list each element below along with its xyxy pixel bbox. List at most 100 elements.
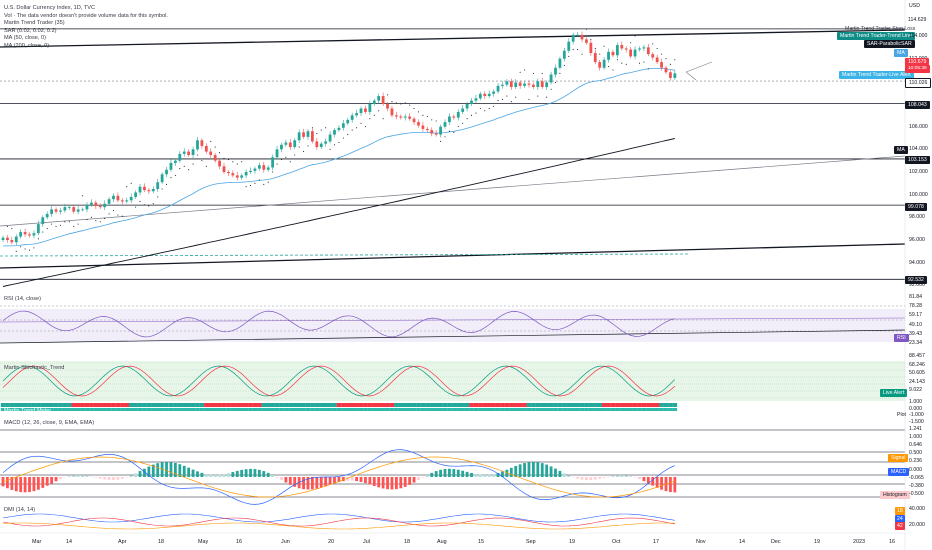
candle-body (324, 141, 328, 144)
macd-histogram-bar (257, 469, 261, 477)
sar-dot (422, 114, 424, 116)
time-tick: 14 (739, 539, 745, 545)
candle-body (602, 59, 606, 68)
sar-dot (652, 43, 654, 45)
trend-meter-cell (0, 408, 6, 411)
trend-meter-cell (425, 408, 430, 411)
trend-meter-cell (632, 403, 638, 407)
macd-histogram-bar (651, 477, 655, 486)
candle-body (249, 170, 252, 172)
price-tick: 100.000 (909, 191, 928, 198)
sar-dot (479, 107, 481, 110)
macd-histogram-bar (107, 477, 111, 480)
sar-dot (603, 45, 605, 47)
sar-dot (289, 161, 291, 163)
candle-body (359, 108, 363, 114)
live-alert-tag: Live Alert (880, 389, 908, 397)
macd-histogram-bar (598, 477, 602, 479)
macd-histogram-bar (655, 477, 659, 488)
macd-histogram-bar (288, 477, 292, 485)
trend-meter-cell (451, 403, 457, 407)
trend-meter-cell (80, 408, 85, 411)
trend-meter-cell (217, 403, 222, 407)
candle-body (262, 165, 266, 170)
macd-histogram-bar (461, 470, 465, 477)
trend-meter-cell (367, 408, 373, 411)
trend-meter-cell (323, 408, 328, 411)
trend-meter-cell (606, 408, 611, 411)
macd-histogram-bar (554, 468, 557, 477)
candle-body (598, 62, 602, 68)
sar-dot (28, 249, 31, 251)
price-tick: 98.000 (909, 214, 925, 221)
sar-dot (280, 158, 283, 161)
sar-dot (386, 94, 389, 96)
candle-body (408, 116, 412, 119)
candle-body (390, 108, 394, 116)
sar-dot (245, 186, 247, 188)
macd-histogram-bar (72, 475, 76, 477)
sar-dot (581, 53, 583, 55)
candle-body (182, 151, 186, 154)
candle-body (465, 103, 469, 109)
stoch-tick: 88.457 (909, 353, 925, 359)
trend-meter-cell (243, 408, 249, 411)
sar-dot (148, 205, 150, 207)
candle-body (403, 116, 407, 118)
trend-meter-cell (509, 403, 514, 407)
trend-meter-cell (557, 408, 563, 411)
candle-body (638, 48, 641, 50)
sar-dot (51, 223, 53, 225)
sar-dot (272, 171, 274, 173)
candle-body (501, 84, 504, 86)
macd-histogram-bar (567, 475, 571, 477)
trend-meter-cell (668, 403, 673, 407)
candle-body (540, 81, 544, 87)
macd-histogram-bar (377, 477, 381, 488)
macd-tick: 0.646 (909, 442, 922, 449)
sar-dot (506, 95, 508, 97)
sar-dot (577, 49, 579, 51)
sar-dot (59, 224, 62, 226)
trend-meter-cell (133, 403, 138, 407)
sar-dot (572, 49, 574, 51)
trend-meter-cell (526, 408, 532, 411)
trend-meter-cell (27, 403, 32, 407)
trend-meter-cell (513, 408, 519, 411)
trend-meter-cell (478, 408, 483, 411)
trend-meter-cell (261, 408, 267, 411)
macd-histogram-bar (509, 467, 513, 477)
dmi-minus-line (2, 517, 675, 527)
trend-meter-cell (416, 403, 421, 407)
macd-histogram-bar (156, 463, 160, 477)
trend-meter-cell (544, 403, 549, 407)
trend-meter-cell (58, 408, 63, 411)
macd-histogram-bar (311, 477, 314, 490)
sar-dot (205, 165, 207, 167)
trend-meter-cell (451, 408, 457, 411)
candle-body (90, 202, 93, 205)
candle-body (673, 73, 677, 78)
candle-body (545, 82, 549, 87)
candle-body (633, 49, 637, 57)
sar-dot (33, 247, 35, 249)
trend-meter-cell (45, 408, 50, 411)
candle-body (151, 188, 155, 192)
trend-meter-cell (261, 403, 267, 407)
trend-meter-cell (71, 408, 77, 411)
candle-body (629, 49, 633, 57)
sar-dot (417, 111, 420, 113)
candle-body (187, 151, 191, 155)
trend-meter-cell (394, 408, 399, 411)
trend-meter-cell (159, 403, 165, 407)
candle-body (620, 45, 624, 49)
mid-trend-line (0, 155, 906, 227)
sar-dot (364, 126, 366, 128)
trend-meter-cell (266, 403, 271, 407)
trend-meter-cell (98, 408, 103, 411)
legend-martin: Martin Trend Trader (35) (4, 20, 65, 26)
level-price-4: 92.532 (905, 276, 927, 284)
trend-meter-cell (75, 408, 81, 411)
trend-meter-cell (447, 408, 452, 411)
trend-meter-cell (252, 408, 258, 411)
